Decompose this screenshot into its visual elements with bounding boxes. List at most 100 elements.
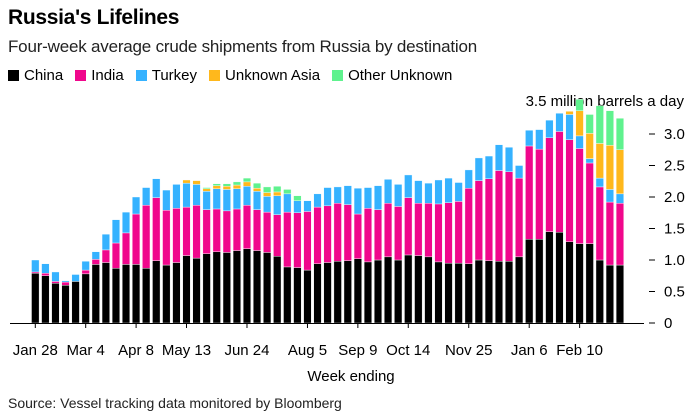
y-tick-label: 1.5 bbox=[664, 221, 685, 238]
y-tick-label: 2.5 bbox=[664, 158, 685, 175]
bar-china bbox=[142, 267, 151, 324]
bar-china bbox=[192, 257, 201, 324]
bar-india bbox=[494, 170, 503, 262]
bar-other-unknown bbox=[202, 187, 211, 190]
bar-turkey bbox=[484, 155, 493, 179]
bar-china bbox=[474, 259, 483, 324]
bar-india bbox=[132, 213, 141, 265]
y-tick-label: 3.0 bbox=[664, 126, 685, 143]
bar-india bbox=[293, 212, 302, 268]
bar-india bbox=[212, 208, 221, 253]
bar-turkey bbox=[222, 189, 231, 212]
bar-turkey bbox=[192, 184, 201, 206]
bar-unknown-asia bbox=[575, 110, 584, 137]
bar-turkey bbox=[293, 200, 302, 213]
bar-china bbox=[535, 239, 544, 324]
bar-china bbox=[242, 248, 251, 324]
legend-label: Other Unknown bbox=[348, 67, 453, 84]
bar-china bbox=[51, 283, 60, 324]
source-note: Source: Vessel tracking data monitored b… bbox=[8, 395, 342, 411]
bar-china bbox=[61, 285, 70, 324]
bar-india bbox=[41, 273, 50, 276]
legend-label: Unknown Asia bbox=[225, 67, 321, 84]
bar-other-unknown bbox=[222, 183, 231, 187]
bar-india bbox=[505, 171, 514, 262]
bar-unknown-asia bbox=[595, 143, 604, 179]
bar-india bbox=[61, 281, 70, 286]
unit-label: 3.5 million barrels a day bbox=[525, 93, 684, 110]
bar-turkey bbox=[363, 187, 372, 209]
bar-turkey bbox=[444, 177, 453, 203]
bar-india bbox=[444, 202, 453, 264]
chart-title: Russia's Lifelines bbox=[8, 6, 180, 29]
x-tick-label: Mar 4 bbox=[67, 342, 105, 359]
bar-india bbox=[424, 203, 433, 258]
x-tick-label: May 13 bbox=[162, 342, 211, 359]
bar-turkey bbox=[182, 182, 191, 208]
bar-india bbox=[404, 197, 413, 256]
bar-china bbox=[122, 264, 131, 324]
bar-other-unknown bbox=[585, 114, 594, 134]
bar-china bbox=[505, 261, 514, 324]
bar-china bbox=[253, 250, 262, 324]
bar-india bbox=[273, 214, 282, 257]
bar-india bbox=[353, 213, 362, 259]
bar-turkey bbox=[434, 179, 443, 205]
bar-turkey bbox=[31, 259, 40, 273]
bar-china bbox=[91, 264, 100, 324]
bar-turkey bbox=[404, 174, 413, 198]
bar-india bbox=[595, 186, 604, 261]
bar-china bbox=[343, 260, 352, 324]
bar-turkey bbox=[615, 193, 624, 204]
bar-turkey bbox=[253, 191, 262, 210]
legend-item-china: China bbox=[8, 67, 63, 84]
bar-unknown-asia bbox=[212, 185, 221, 190]
bar-india bbox=[222, 210, 231, 253]
bar-india bbox=[242, 204, 251, 249]
bar-china bbox=[545, 231, 554, 324]
bar-unknown-asia bbox=[192, 180, 201, 185]
bar-turkey bbox=[71, 274, 80, 282]
x-axis-title: Week ending bbox=[307, 368, 395, 385]
bar-china bbox=[605, 264, 614, 324]
bar-turkey bbox=[283, 193, 292, 213]
bar-unknown-asia bbox=[232, 184, 241, 190]
bar-china bbox=[232, 250, 241, 324]
bar-india bbox=[142, 204, 151, 269]
bar-turkey bbox=[41, 263, 50, 274]
bar-india bbox=[313, 206, 322, 264]
bar-turkey bbox=[152, 178, 161, 198]
x-tick-label: Oct 14 bbox=[386, 342, 430, 359]
bar-china bbox=[303, 269, 312, 324]
bar-china bbox=[313, 263, 322, 324]
bar-china bbox=[384, 256, 393, 324]
legend-swatch bbox=[135, 70, 147, 81]
bar-turkey bbox=[202, 191, 211, 210]
legend-item-india: India bbox=[75, 67, 124, 84]
bar-china bbox=[394, 259, 403, 324]
bar-india bbox=[122, 232, 131, 265]
bar-other-unknown bbox=[605, 110, 614, 146]
bar-india bbox=[192, 204, 201, 259]
chart-subtitle: Four-week average crude shipments from R… bbox=[8, 37, 477, 56]
bar-turkey bbox=[545, 119, 554, 138]
bar-unknown-asia bbox=[182, 179, 191, 184]
bar-china bbox=[585, 243, 594, 324]
bar-india bbox=[253, 209, 262, 251]
bar-turkey bbox=[132, 196, 141, 215]
y-tick-label: 2.0 bbox=[664, 189, 685, 206]
bar-turkey bbox=[464, 169, 473, 189]
bar-other-unknown bbox=[575, 99, 584, 111]
bar-turkey bbox=[595, 177, 604, 188]
bar-india bbox=[152, 197, 161, 261]
bar-turkey bbox=[212, 188, 221, 210]
bar-unknown-asia bbox=[263, 192, 272, 197]
legend-swatch bbox=[209, 70, 221, 81]
bar-unknown-asia bbox=[222, 186, 231, 190]
y-tick-label: 0.5 bbox=[664, 284, 685, 301]
bar-turkey bbox=[515, 165, 524, 179]
legend-swatch bbox=[75, 70, 87, 81]
bar-unknown-asia bbox=[605, 145, 614, 190]
legend-label: China bbox=[24, 67, 64, 84]
bar-turkey bbox=[242, 186, 251, 206]
